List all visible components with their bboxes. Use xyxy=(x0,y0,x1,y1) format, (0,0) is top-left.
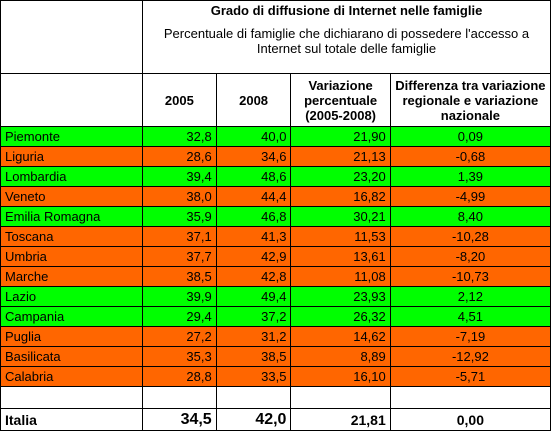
region-cell: Veneto xyxy=(0,186,144,207)
value-2008-cell: 46,8 xyxy=(215,206,292,227)
value-2005-cell: 35,9 xyxy=(142,206,217,227)
region-cell: Emilia Romagna xyxy=(0,206,144,227)
difference-cell: -4,99 xyxy=(389,186,552,207)
region-cell: Basilicata xyxy=(0,346,144,367)
region-cell: Piemonte xyxy=(0,126,144,147)
value-2005-cell: 32,8 xyxy=(142,126,217,147)
title-cell: Grado di diffusione di Internet nelle fa… xyxy=(142,0,551,74)
header-2005: 2005 xyxy=(142,73,217,127)
difference-cell: -8,20 xyxy=(389,246,552,267)
table-row: Campania 29,4 37,2 26,32 4,51 xyxy=(0,306,552,327)
variation-cell: 26,32 xyxy=(290,306,391,327)
title-row: Grado di diffusione di Internet nelle fa… xyxy=(0,0,551,74)
table-row: Lazio 39,9 49,4 23,93 2,12 xyxy=(0,286,552,307)
value-2008-cell: 42,8 xyxy=(215,266,292,287)
variation-cell: 23,20 xyxy=(290,166,391,187)
region-cell: Toscana xyxy=(0,226,144,247)
value-2008-cell: 40,0 xyxy=(215,126,292,147)
variation-cell: 21,13 xyxy=(290,146,391,167)
header-variation: Variazione percentuale (2005-2008) xyxy=(290,73,391,127)
difference-cell: -12,92 xyxy=(389,346,552,367)
table-row: Puglia 27,2 31,2 14,62 -7,19 xyxy=(0,326,552,347)
variation-cell: 23,93 xyxy=(290,286,391,307)
difference-cell: 8,40 xyxy=(389,206,552,227)
value-2008-cell: 34,6 xyxy=(215,146,292,167)
table-row: Piemonte 32,8 40,0 21,90 0,09 xyxy=(0,126,552,147)
total-row: Italia 34,5 42,0 21,81 0,00 xyxy=(0,408,552,431)
value-2005-cell: 28,8 xyxy=(142,366,217,387)
header-2008: 2008 xyxy=(215,73,292,127)
value-2008-cell: 48,6 xyxy=(215,166,292,187)
value-2005-cell: 38,0 xyxy=(142,186,217,207)
region-cell: Umbria xyxy=(0,246,144,267)
data-rows: Piemonte 32,8 40,0 21,90 0,09 Liguria 28,6 34,6… xyxy=(0,126,552,387)
value-2005-cell: 39,9 xyxy=(142,286,217,307)
variation-cell: 13,61 xyxy=(290,246,391,267)
total-2008: 42,0 xyxy=(215,408,292,431)
variation-cell: 8,89 xyxy=(290,346,391,367)
region-cell: Puglia xyxy=(0,326,144,347)
table-row: Basilicata 35,3 38,5 8,89 -12,92 xyxy=(0,346,552,367)
total-region: Italia xyxy=(0,408,144,431)
header-row: 2005 2008 Variazione percentuale (2005-2… xyxy=(0,73,552,127)
table-row: Lombardia 39,4 48,6 23,20 1,39 xyxy=(0,166,552,187)
value-2005-cell: 38,5 xyxy=(142,266,217,287)
value-2008-cell: 31,2 xyxy=(215,326,292,347)
total-difference: 0,00 xyxy=(389,408,552,431)
difference-cell: 0,09 xyxy=(389,126,552,147)
region-cell: Liguria xyxy=(0,146,144,167)
value-2005-cell: 37,7 xyxy=(142,246,217,267)
value-2005-cell: 29,4 xyxy=(142,306,217,327)
table-row: Toscana 37,1 41,3 11,53 -10,28 xyxy=(0,226,552,247)
difference-cell: -10,28 xyxy=(389,226,552,247)
variation-cell: 16,82 xyxy=(290,186,391,207)
value-2005-cell: 28,6 xyxy=(142,146,217,167)
value-2005-cell: 27,2 xyxy=(142,326,217,347)
table-title: Grado di diffusione di Internet nelle fa… xyxy=(210,3,483,18)
value-2008-cell: 44,4 xyxy=(215,186,292,207)
table-row: Calabria 28,8 33,5 16,10 -5,71 xyxy=(0,366,552,387)
header-difference: Differenza tra variazione regionale e va… xyxy=(389,73,552,127)
difference-cell: -5,71 xyxy=(389,366,552,387)
variation-cell: 21,90 xyxy=(290,126,391,147)
region-cell: Calabria xyxy=(0,366,144,387)
difference-cell: -7,19 xyxy=(389,326,552,347)
region-cell: Campania xyxy=(0,306,144,327)
value-2008-cell: 33,5 xyxy=(215,366,292,387)
corner-cell xyxy=(0,0,144,74)
total-2005: 34,5 xyxy=(142,408,217,431)
table-row: Marche 38,5 42,8 11,08 -10,73 xyxy=(0,266,552,287)
difference-cell: -0,68 xyxy=(389,146,552,167)
value-2005-cell: 37,1 xyxy=(142,226,217,247)
blank-row xyxy=(0,386,552,409)
variation-cell: 11,08 xyxy=(290,266,391,287)
region-cell: Lazio xyxy=(0,286,144,307)
difference-cell: -10,73 xyxy=(389,266,552,287)
difference-cell: 4,51 xyxy=(389,306,552,327)
value-2005-cell: 39,4 xyxy=(142,166,217,187)
variation-cell: 16,10 xyxy=(290,366,391,387)
region-cell: Marche xyxy=(0,266,144,287)
table-row: Veneto 38,0 44,4 16,82 -4,99 xyxy=(0,186,552,207)
value-2008-cell: 42,9 xyxy=(215,246,292,267)
value-2008-cell: 37,2 xyxy=(215,306,292,327)
value-2008-cell: 49,4 xyxy=(215,286,292,307)
difference-cell: 1,39 xyxy=(389,166,552,187)
total-variation: 21,81 xyxy=(290,408,391,431)
region-cell: Lombardia xyxy=(0,166,144,187)
variation-cell: 30,21 xyxy=(290,206,391,227)
value-2008-cell: 41,3 xyxy=(215,226,292,247)
difference-cell: 2,12 xyxy=(389,286,552,307)
header-region xyxy=(0,73,144,127)
table-row: Emilia Romagna 35,9 46,8 30,21 8,40 xyxy=(0,206,552,227)
table-row: Umbria 37,7 42,9 13,61 -8,20 xyxy=(0,246,552,267)
variation-cell: 14,62 xyxy=(290,326,391,347)
variation-cell: 11,53 xyxy=(290,226,391,247)
value-2005-cell: 35,3 xyxy=(142,346,217,367)
table-subtitle: Percentuale di famiglie che dichiarano d… xyxy=(163,26,530,56)
value-2008-cell: 38,5 xyxy=(215,346,292,367)
table-row: Liguria 28,6 34,6 21,13 -0,68 xyxy=(0,146,552,167)
